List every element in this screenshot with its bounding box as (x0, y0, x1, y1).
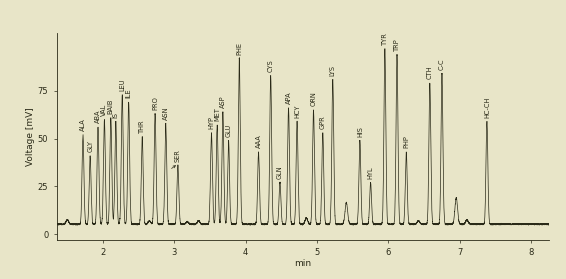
Text: VAL: VAL (101, 104, 108, 116)
Text: ORN: ORN (311, 92, 316, 106)
Text: GLN: GLN (277, 165, 283, 179)
Text: HIS: HIS (357, 126, 363, 137)
Text: BAIB: BAIB (108, 98, 114, 114)
X-axis label: min: min (294, 259, 311, 268)
Text: TYR: TYR (382, 32, 388, 45)
Text: LEU: LEU (119, 78, 125, 91)
Text: THR: THR (139, 119, 145, 133)
Text: TRP: TRP (394, 38, 400, 51)
Text: PHP: PHP (404, 135, 409, 148)
Text: SER: SER (175, 149, 181, 162)
Text: CYS: CYS (268, 59, 274, 72)
Text: APA: APA (285, 92, 291, 104)
Text: MET: MET (214, 107, 220, 121)
Text: LYS: LYS (330, 64, 336, 76)
Text: HYL: HYL (367, 166, 374, 179)
Text: PHE: PHE (236, 42, 242, 54)
Text: ABA: ABA (95, 110, 101, 123)
Y-axis label: Voltage [mV]: Voltage [mV] (26, 107, 35, 166)
Text: ILE: ILE (126, 89, 132, 98)
Text: HC-CH: HC-CH (484, 96, 490, 117)
Text: GLU: GLU (226, 124, 231, 137)
Text: ALA: ALA (80, 118, 86, 131)
Text: HCY: HCY (294, 104, 300, 117)
Text: C-C: C-C (439, 58, 445, 70)
Text: GPR: GPR (320, 115, 326, 129)
Text: AAA: AAA (256, 134, 261, 148)
Text: IS: IS (113, 112, 119, 117)
Text: GLY: GLY (87, 140, 93, 152)
Text: ASN: ASN (163, 106, 169, 119)
Text: PRO: PRO (152, 96, 158, 110)
Text: ASP: ASP (220, 95, 226, 108)
Text: CTH: CTH (427, 66, 433, 79)
Text: HYP: HYP (208, 116, 215, 129)
